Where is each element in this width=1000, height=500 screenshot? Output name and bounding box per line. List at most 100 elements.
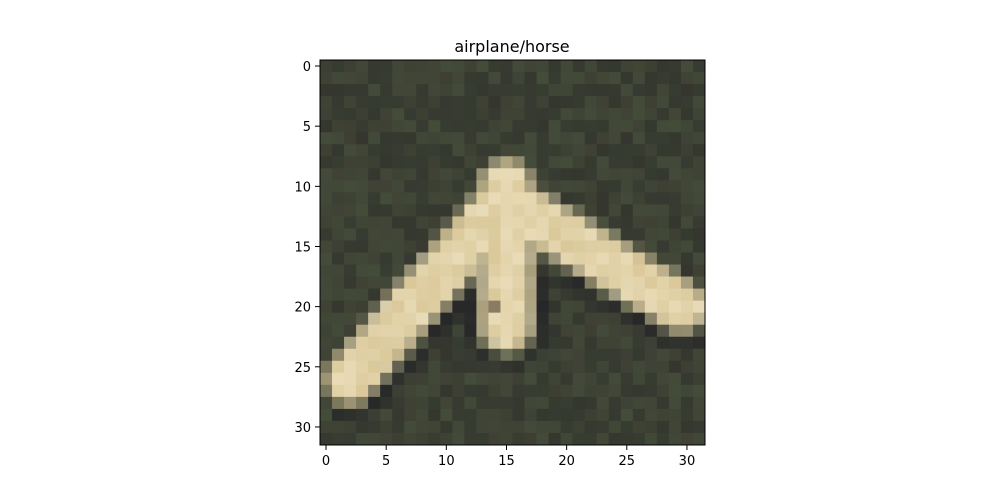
image-pixel [656,324,670,338]
image-pixel [632,192,646,205]
image-pixel [680,336,694,350]
image-pixel [656,312,670,326]
image-pixel [392,168,405,181]
image-pixel [656,372,670,386]
image-pixel [620,60,634,73]
image-pixel [488,168,501,181]
image-pixel [668,276,682,289]
image-pixel-grid [320,60,706,446]
image-pixel [488,288,501,302]
image-pixel [332,432,345,446]
image-pixel [332,156,345,169]
image-pixel [476,96,489,109]
image-pixel [500,144,513,157]
image-pixel [620,432,634,446]
image-pixel [488,348,501,362]
image-pixel [608,240,622,253]
image-pixel [548,192,562,205]
image-pixel [596,156,610,169]
image-pixel [464,360,477,374]
image-pixel [392,288,405,302]
image-pixel [368,312,381,326]
image-pixel [548,300,562,314]
image-pixel [416,144,429,157]
image-pixel [620,408,634,422]
image-pixel [440,228,453,241]
image-pixel [476,396,489,410]
image-pixel [524,324,537,338]
image-pixel [452,168,465,181]
image-pixel [440,300,453,314]
image-pixel [668,84,682,97]
image-pixel [500,264,513,277]
image-pixel [524,132,537,145]
image-pixel [392,276,405,289]
image-pixel [656,60,670,73]
image-pixel [404,384,417,398]
image-pixel [572,360,586,374]
image-pixel [656,360,670,374]
image-pixel [512,156,525,169]
image-pixel [452,420,465,434]
image-pixel [476,204,489,217]
image-pixel [692,288,706,302]
y-tick-label: 10 [294,180,311,195]
image-pixel [560,168,574,181]
image-pixel [332,312,345,326]
image-pixel [332,420,345,434]
image-pixel [692,432,706,446]
image-pixel [620,168,634,181]
x-tick-label: 5 [382,454,390,469]
image-pixel [440,168,453,181]
image-pixel [680,96,694,109]
image-pixel [356,192,369,205]
image-pixel [572,240,586,253]
image-pixel [380,228,393,241]
image-pixel [608,192,622,205]
image-pixel [368,324,381,338]
image-pixel [584,264,598,277]
image-pixel [416,408,429,422]
image-pixel [440,276,453,289]
image-pixel [380,264,393,277]
image-pixel [440,216,453,229]
image-pixel [476,288,489,302]
image-pixel [368,336,381,350]
image-pixel [620,192,634,205]
image-pixel [344,240,357,253]
image-pixel [680,432,694,446]
image-pixel [512,108,525,121]
image-pixel [644,108,658,121]
image-pixel [608,84,622,97]
image-pixel [488,192,501,205]
image-pixel [428,168,441,181]
image-pixel [524,312,537,326]
image-pixel [572,96,586,109]
image-pixel [572,312,586,326]
image-pixel [512,288,525,302]
image-pixel [464,288,477,302]
image-pixel [500,180,513,193]
image-pixel [668,240,682,253]
image-pixel [668,264,682,277]
image-pixel [548,60,562,73]
image-pixel [524,240,537,253]
image-pixel [668,168,682,181]
image-pixel [428,432,441,446]
image-pixel [380,156,393,169]
image-pixel [548,276,562,289]
image-pixel [464,408,477,422]
image-pixel [524,168,537,181]
image-pixel [332,408,345,422]
image-pixel [524,432,537,446]
image-pixel [488,60,501,73]
image-pixel [380,420,393,434]
image-pixel [476,252,489,265]
image-pixel [416,300,429,314]
image-pixel [476,180,489,193]
image-pixel [404,204,417,217]
image-pixel [560,264,574,277]
image-pixel [632,108,646,121]
image-pixel [464,336,477,350]
image-pixel [524,300,537,314]
